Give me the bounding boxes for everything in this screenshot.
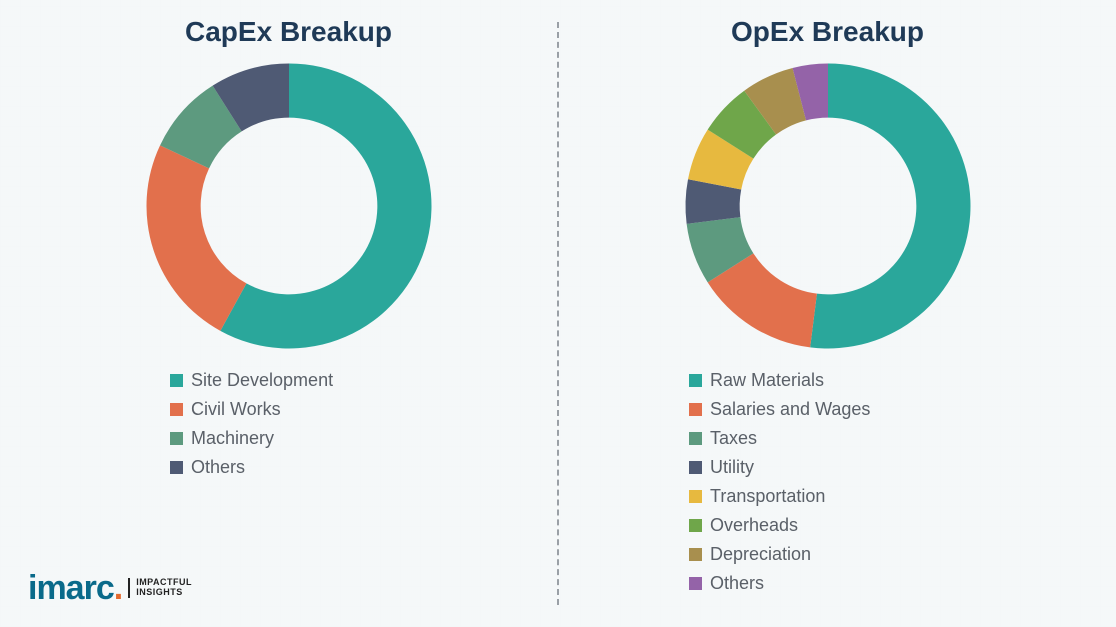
legend-swatch-icon [689,519,702,532]
opex-legend-item-1: Salaries and Wages [689,399,870,420]
legend-swatch-icon [689,432,702,445]
capex-legend-item-3: Others [170,457,333,478]
opex-title: OpEx Breakup [731,16,924,48]
opex-panel: OpEx Breakup Raw Materials Salaries and W… [559,0,1096,627]
capex-panel: CapEx Breakup Site Development Civil Work… [20,0,557,627]
brand-logo-dot: . [114,569,122,607]
legend-swatch-icon [170,403,183,416]
brand-tagline-2: INSIGHTS [136,587,183,597]
capex-legend-item-0: Site Development [170,370,333,391]
page-root: CapEx Breakup Site Development Civil Work… [0,0,1116,627]
capex-donut-svg [139,56,439,356]
capex-slice-1 [146,145,246,331]
opex-legend-label-5: Overheads [710,515,798,536]
brand-tagline: IMPACTFUL INSIGHTS [128,578,192,598]
capex-legend-item-2: Machinery [170,428,333,449]
capex-title: CapEx Breakup [185,16,392,48]
opex-legend-label-4: Transportation [710,486,825,507]
opex-legend-item-2: Taxes [689,428,870,449]
opex-legend-label-0: Raw Materials [710,370,824,391]
brand-logo: imarc. IMPACTFUL INSIGHTS [28,571,192,605]
legend-swatch-icon [170,374,183,387]
opex-legend-item-4: Transportation [689,486,870,507]
opex-legend-item-6: Depreciation [689,544,870,565]
capex-legend-label-0: Site Development [191,370,333,391]
capex-legend-item-1: Civil Works [170,399,333,420]
capex-legend-label-3: Others [191,457,245,478]
opex-legend-label-1: Salaries and Wages [710,399,870,420]
opex-donut [678,56,978,356]
opex-donut-svg [678,56,978,356]
legend-swatch-icon [689,548,702,561]
opex-legend-label-7: Others [710,573,764,594]
legend-swatch-icon [689,374,702,387]
brand-logo-text: imarc. [28,571,122,605]
opex-slice-0 [810,64,970,349]
opex-legend-label-6: Depreciation [710,544,811,565]
opex-legend-item-5: Overheads [689,515,870,536]
opex-legend-item-7: Others [689,573,870,594]
brand-logo-rest: marc [36,569,113,607]
capex-donut [139,56,439,356]
legend-swatch-icon [689,461,702,474]
legend-swatch-icon [689,577,702,590]
legend-swatch-icon [170,432,183,445]
legend-swatch-icon [170,461,183,474]
brand-tagline-1: IMPACTFUL [136,577,192,587]
legend-swatch-icon [689,403,702,416]
opex-legend-label-2: Taxes [710,428,757,449]
capex-legend-label-1: Civil Works [191,399,281,420]
opex-legend: Raw Materials Salaries and Wages Taxes Util… [689,370,870,602]
opex-legend-label-3: Utility [710,457,754,478]
capex-legend: Site Development Civil Works Machinery Othe… [170,370,333,486]
opex-legend-item-3: Utility [689,457,870,478]
opex-legend-item-0: Raw Materials [689,370,870,391]
capex-legend-label-2: Machinery [191,428,274,449]
legend-swatch-icon [689,490,702,503]
